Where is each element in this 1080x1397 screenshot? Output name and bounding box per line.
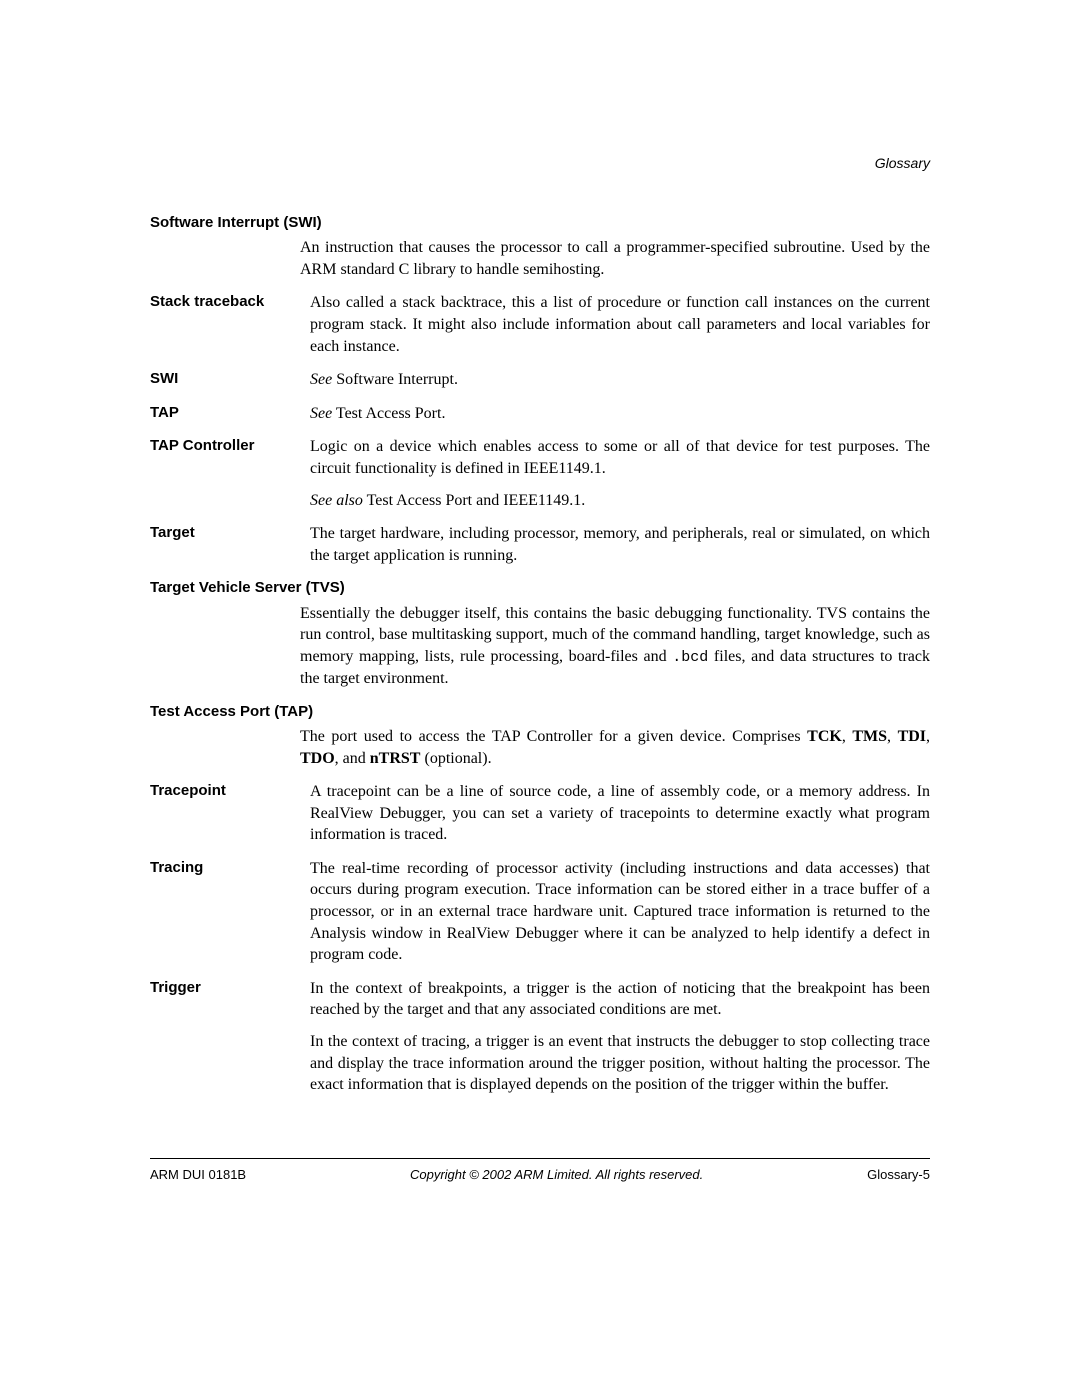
glossary-definition: The real-time recording of processor act… [310, 858, 930, 966]
glossary-definition: An instruction that causes the processor… [300, 237, 930, 280]
definition-paragraph: A tracepoint can be a line of source cod… [310, 781, 930, 846]
glossary-entry: TAPSee Test Access Port. [150, 403, 930, 425]
definition-paragraph: Also called a stack backtrace, this a li… [310, 292, 930, 357]
text-segment: nTRST [370, 750, 421, 767]
glossary-entries: Software Interrupt (SWI) An instruction t… [150, 213, 930, 1096]
glossary-definition: In the context of breakpoints, a trigger… [310, 978, 930, 1096]
text-segment: Test Access Port and IEEE1149.1. [363, 492, 585, 509]
footer-copyright: Copyright © 2002 ARM Limited. All rights… [410, 1167, 703, 1182]
glossary-definition: Logic on a device which enables access t… [310, 436, 930, 511]
glossary-definition: Essentially the debugger itself, this co… [300, 603, 930, 690]
text-segment: Logic on a device which enables access t… [310, 438, 930, 477]
glossary-entry: TAP ControllerLogic on a device which en… [150, 436, 930, 511]
definition-paragraph: The real-time recording of processor act… [310, 858, 930, 966]
definition-paragraph: The port used to access the TAP Controll… [300, 726, 930, 769]
glossary-entry: TracingThe real-time recording of proces… [150, 858, 930, 966]
definition-paragraph: An instruction that causes the processor… [300, 237, 930, 280]
text-segment: See [310, 371, 332, 388]
glossary-term: Tracepoint [150, 781, 310, 801]
text-segment: , and [335, 750, 370, 767]
glossary-term: Target [150, 523, 310, 543]
text-segment: TMS [852, 728, 887, 745]
glossary-definition: See Test Access Port. [310, 403, 930, 425]
page: Glossary Software Interrupt (SWI) An inst… [0, 0, 1080, 1096]
text-segment: Test Access Port. [332, 405, 445, 422]
text-segment: In the context of breakpoints, a trigger… [310, 980, 930, 1019]
text-segment: (optional). [420, 750, 491, 767]
glossary-term: Test Access Port (TAP) [150, 702, 930, 722]
glossary-definition: The target hardware, including processor… [310, 523, 930, 566]
glossary-entry: Test Access Port (TAP) The port used to a… [150, 702, 930, 769]
text-segment: In the context of tracing, a trigger is … [310, 1033, 930, 1093]
glossary-entry: TargetThe target hardware, including pro… [150, 523, 930, 566]
glossary-entry: TracepointA tracepoint can be a line of … [150, 781, 930, 846]
glossary-term: Stack traceback [150, 292, 310, 312]
glossary-term: Tracing [150, 858, 310, 878]
glossary-term: Target Vehicle Server (TVS) [150, 578, 930, 598]
definition-paragraph: See Test Access Port. [310, 403, 930, 425]
glossary-entry: Target Vehicle Server (TVS) Essentially t… [150, 578, 930, 689]
text-segment: See [310, 405, 332, 422]
text-segment: , [842, 728, 853, 745]
header-section-label: Glossary [150, 155, 930, 171]
glossary-definition: A tracepoint can be a line of source cod… [310, 781, 930, 846]
text-segment: An instruction that causes the processor… [300, 239, 930, 278]
glossary-entry: SWISee Software Interrupt. [150, 369, 930, 391]
definition-paragraph: See Software Interrupt. [310, 369, 930, 391]
glossary-term: SWI [150, 369, 310, 389]
footer-page-number: Glossary-5 [867, 1167, 930, 1182]
text-segment: The real-time recording of processor act… [310, 860, 930, 963]
footer-rule [150, 1158, 930, 1159]
text-segment: , [887, 728, 898, 745]
text-segment: See also [310, 492, 363, 509]
text-segment: The port used to access the TAP Controll… [300, 728, 807, 745]
text-segment: Also called a stack backtrace, this a li… [310, 294, 930, 354]
glossary-entry: Software Interrupt (SWI) An instruction t… [150, 213, 930, 280]
glossary-definition: See Software Interrupt. [310, 369, 930, 391]
text-segment: A tracepoint can be a line of source cod… [310, 783, 930, 843]
definition-paragraph: In the context of tracing, a trigger is … [310, 1031, 930, 1096]
text-segment: TCK [807, 728, 842, 745]
glossary-term: Trigger [150, 978, 310, 998]
text-segment: , [926, 728, 930, 745]
page-footer: ARM DUI 0181B Copyright © 2002 ARM Limit… [150, 1158, 930, 1182]
definition-paragraph: Logic on a device which enables access t… [310, 436, 930, 479]
glossary-definition: The port used to access the TAP Controll… [300, 726, 930, 769]
glossary-term: Software Interrupt (SWI) [150, 213, 930, 233]
definition-paragraph: In the context of breakpoints, a trigger… [310, 978, 930, 1021]
text-segment: The target hardware, including processor… [310, 525, 930, 564]
footer-doc-id: ARM DUI 0181B [150, 1167, 246, 1182]
text-segment: TDO [300, 750, 335, 767]
glossary-entry: Stack tracebackAlso called a stack backt… [150, 292, 930, 357]
glossary-entry: TriggerIn the context of breakpoints, a … [150, 978, 930, 1096]
glossary-term: TAP Controller [150, 436, 310, 456]
footer-row: ARM DUI 0181B Copyright © 2002 ARM Limit… [150, 1167, 930, 1182]
glossary-definition: Also called a stack backtrace, this a li… [310, 292, 930, 357]
definition-paragraph: The target hardware, including processor… [310, 523, 930, 566]
text-segment: TDI [898, 728, 926, 745]
definition-paragraph: See also Test Access Port and IEEE1149.1… [310, 490, 930, 512]
definition-paragraph: Essentially the debugger itself, this co… [300, 603, 930, 690]
text-segment: Software Interrupt. [332, 371, 458, 388]
text-segment: .bcd [672, 649, 708, 666]
glossary-term: TAP [150, 403, 310, 423]
